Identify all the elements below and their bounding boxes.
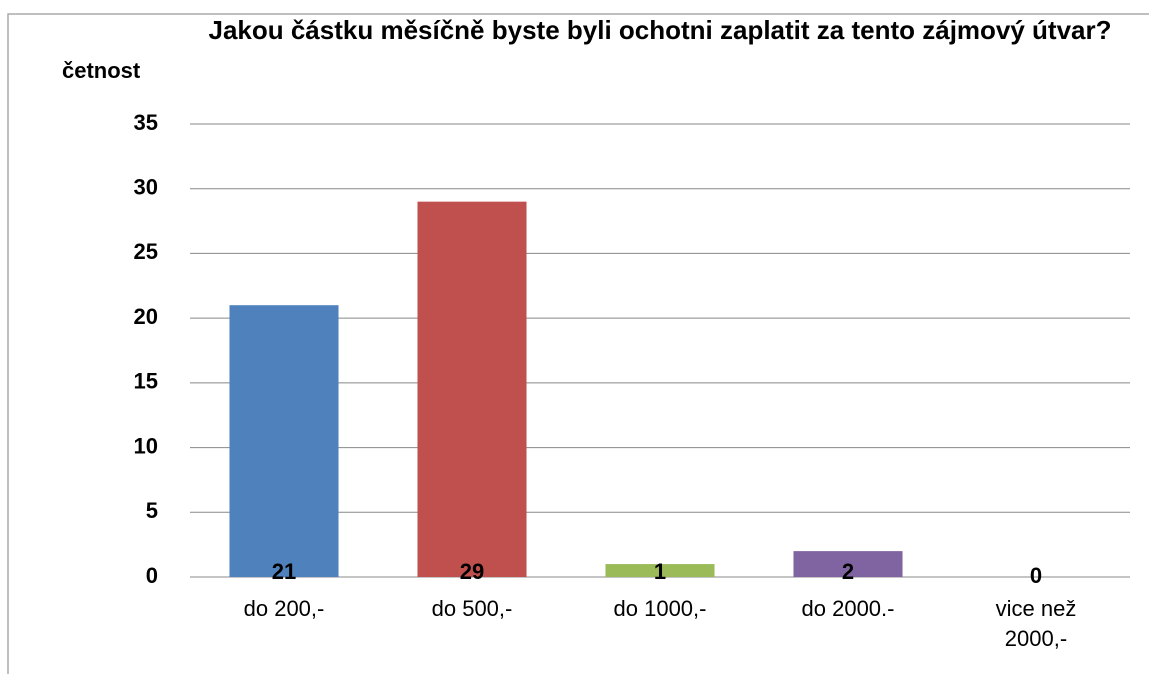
frame [7, 13, 1149, 674]
x-tick-label: vice než 2000,- [995, 596, 1077, 651]
y-tick-label: 0 [146, 563, 158, 588]
bar [793, 551, 903, 577]
y-tick-label: 25 [134, 239, 158, 264]
x-tick-label: do 2000.- [801, 596, 895, 621]
bar [605, 564, 715, 577]
bar [229, 305, 339, 577]
bar [417, 201, 527, 577]
y-axis-label: četnost [62, 58, 141, 83]
chart-title: Jakou částku měsíčně byste byli ochotni … [208, 15, 1112, 45]
x-tick-label: do 1000,- [613, 596, 707, 621]
x-tick-label: do 500,- [431, 596, 513, 621]
y-tick-label: 5 [146, 498, 158, 523]
data-label: 1 [654, 559, 666, 584]
y-tick-label: 35 [134, 110, 158, 135]
y-tick-label: 10 [134, 433, 158, 458]
data-label: 0 [1030, 563, 1042, 588]
y-tick-label: 20 [134, 304, 158, 329]
data-label: 2 [842, 559, 854, 584]
y-tick-label: 30 [134, 175, 158, 200]
x-tick-label: do 200,- [243, 596, 325, 621]
data-label: 21 [272, 559, 296, 584]
data-label: 29 [460, 559, 484, 584]
y-tick-label: 15 [134, 369, 158, 394]
